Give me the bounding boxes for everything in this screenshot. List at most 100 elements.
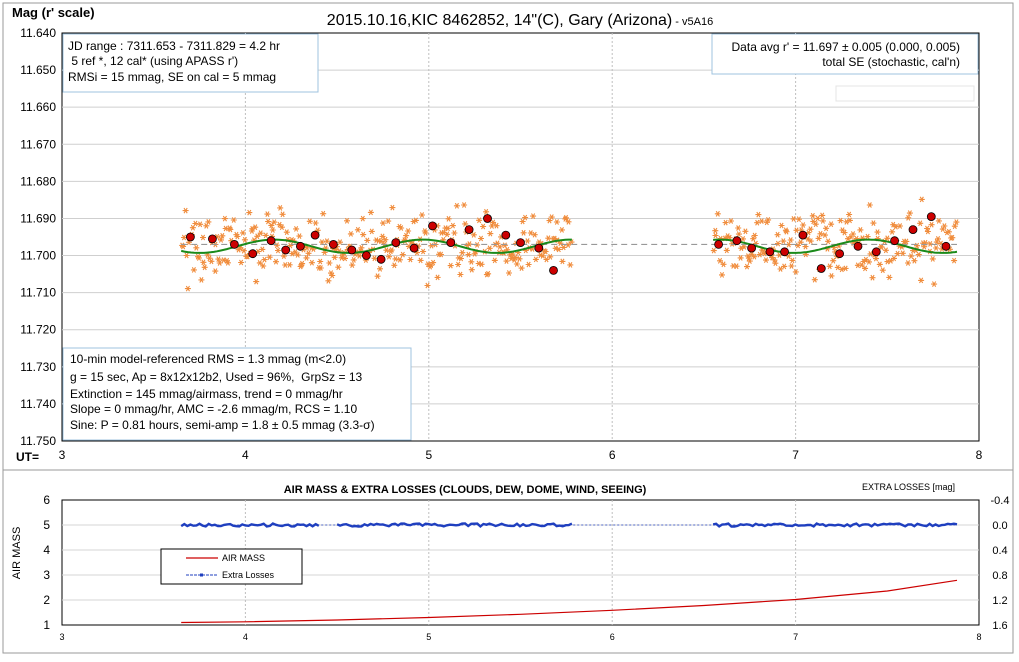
observation-asterisk: [772, 260, 779, 267]
observation-asterisk: [714, 210, 721, 217]
observation-asterisk: [558, 227, 565, 233]
observation-point: [265, 218, 272, 225]
observation-asterisk: [279, 211, 286, 218]
observation-asterisk: [878, 244, 885, 250]
observation-point: [807, 226, 814, 233]
observation-point: [220, 257, 227, 263]
airmass-line: [181, 579, 958, 624]
upper-x-tick-label: 5: [425, 448, 432, 462]
observation-asterisk: [525, 261, 532, 268]
info-bottom-left-line-3: Extinction = 145 mmag/airmass, trend = 0…: [70, 387, 343, 401]
observation-asterisk: [382, 236, 389, 243]
observation-asterisk: [945, 228, 952, 235]
info-top-left-line-3: RMSi = 15 mmag, SE on cal = 5 mmag: [68, 70, 276, 84]
observation-asterisk: [825, 238, 832, 245]
binned-point: [816, 264, 826, 273]
observation-asterisk: [283, 229, 290, 236]
observation-point: [532, 256, 539, 263]
observation-asterisk: [329, 272, 336, 279]
observation-point: [476, 217, 483, 224]
observation-asterisk: [181, 234, 187, 241]
observation-point: [215, 256, 222, 262]
observation-asterisk: [828, 273, 835, 279]
observation-point: [788, 263, 795, 269]
binned-point: [391, 238, 401, 248]
observation-point: [344, 217, 350, 224]
observation-point: [306, 218, 313, 225]
observation-asterisk: [264, 211, 271, 217]
observation-point: [320, 210, 327, 217]
observation-point: [478, 261, 485, 268]
observation-point: [869, 274, 876, 281]
observation-asterisk: [516, 255, 523, 262]
observation-asterisk: [795, 216, 802, 223]
observation-point: [941, 223, 948, 229]
observation-point: [192, 220, 199, 227]
observation-asterisk: [257, 230, 264, 237]
observation-asterisk: [184, 285, 191, 292]
observation-point: [838, 266, 845, 273]
observation-asterisk: [777, 266, 784, 272]
observation-asterisk: [358, 244, 365, 251]
observation-point: [227, 226, 234, 233]
observation-asterisk: [720, 261, 727, 268]
observation-point: [548, 214, 555, 220]
observation-asterisk: [931, 281, 938, 287]
binned-point: [501, 230, 511, 240]
binned-points: [185, 212, 951, 275]
observation-point: [324, 238, 330, 245]
observation-asterisk: [928, 221, 935, 228]
observation-asterisk: [857, 227, 864, 233]
observation-point: [480, 223, 487, 230]
observation-point: [445, 215, 452, 222]
observation-asterisk: [260, 263, 267, 269]
lower-y2-tick-label: 0.0: [992, 520, 1007, 532]
observation-point: [873, 255, 879, 262]
upper-x-tick-label: 6: [609, 448, 616, 462]
info-top-right-line-1: Data avg r' = 11.697 ± 0.005 (0.000, 0.0…: [732, 40, 960, 54]
observation-point: [368, 228, 375, 235]
lower-y-ticks: 1 2 3 4 5 6: [43, 493, 50, 632]
observation-asterisk: [866, 202, 873, 208]
observation-asterisk: [565, 218, 572, 225]
observation-asterisk: [837, 217, 844, 224]
observation-asterisk: [911, 257, 918, 264]
observation-point: [809, 212, 816, 219]
observation-asterisk: [520, 229, 527, 236]
observation-point: [329, 272, 336, 279]
observation-point: [347, 231, 354, 237]
observation-point: [825, 238, 832, 245]
binned-point: [446, 238, 456, 248]
observation-point: [385, 218, 392, 224]
lower-y2-tick-label: 1.6: [992, 620, 1007, 632]
observation-point: [262, 232, 269, 239]
observation-point: [755, 211, 762, 218]
losses-segment: [336, 522, 573, 528]
observation-point: [539, 253, 546, 259]
observation-point: [268, 222, 275, 229]
observation-point: [386, 253, 392, 260]
observation-point: [889, 228, 896, 235]
observation-asterisk: [354, 226, 361, 233]
observation-point: [751, 232, 758, 239]
binned-point: [534, 243, 544, 253]
binned-point: [483, 214, 492, 223]
observation-asterisk: [828, 221, 835, 228]
observation-point: [200, 234, 206, 241]
info-bottom-left-line-1: 10-min model-referenced RMS = 1.3 mmag (…: [70, 352, 346, 366]
observation-point: [444, 225, 451, 232]
observation-asterisk: [268, 222, 275, 229]
observation-point: [238, 259, 245, 266]
observation-point: [741, 243, 748, 250]
observation-point: [253, 278, 260, 285]
observation-asterisk: [758, 218, 765, 224]
observation-point: [790, 216, 797, 222]
observation-asterisk: [419, 212, 425, 218]
observation-asterisk: [781, 263, 788, 270]
observation-asterisk: [889, 228, 896, 235]
binned-point: [732, 236, 742, 246]
lower-y-tick-label: 6: [43, 493, 50, 507]
observation-point: [800, 222, 807, 228]
